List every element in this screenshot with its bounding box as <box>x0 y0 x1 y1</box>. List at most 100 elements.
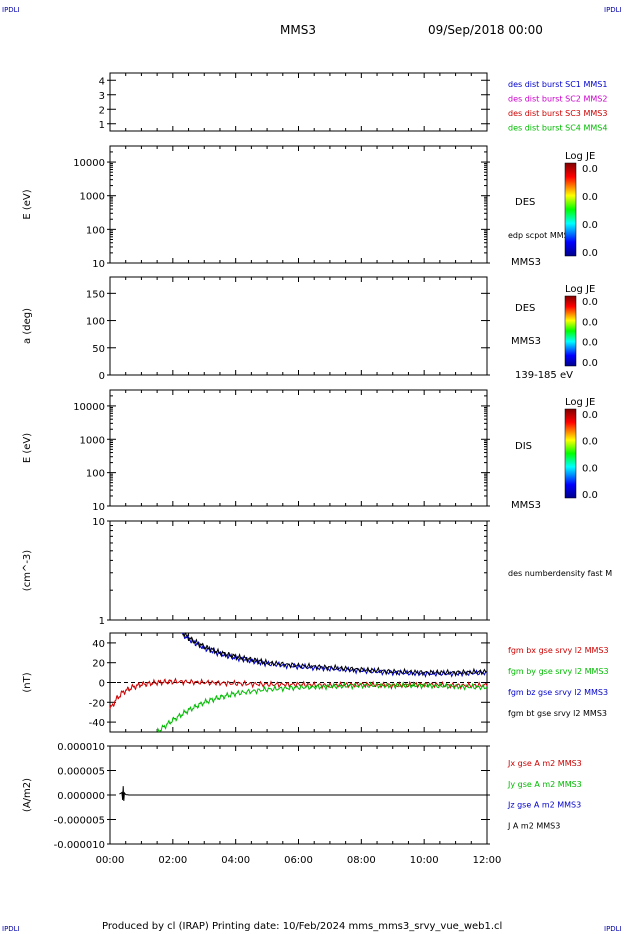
panel1-legend-entry: des dist burst SC1 MMS1 <box>508 80 607 89</box>
panel2-frame <box>109 145 488 264</box>
panel4-side-label: DIS <box>515 441 532 452</box>
panel6-group: -40 -20 0 20 40 (nT) fgm bx gse srvy l2 MMS3 fg… <box>22 632 609 734</box>
panel6-ytick-label: -40 <box>89 718 105 729</box>
panel1-ytick-label: 1 <box>99 120 105 131</box>
panels-group: 1 2 3 4 des dist burst SC1 MMS1 des dist burs… <box>22 72 612 866</box>
panel4-colorbar-tick: 0.0 <box>582 437 598 448</box>
panel2-colorbar-title: Log JE <box>565 151 595 162</box>
date-title: 09/Sep/2018 00:00 <box>428 23 543 37</box>
panel4-group: 10 100 1000 10000 E (eV) DIS MMS3 Log JE 0.0 0.0 0… <box>22 389 598 513</box>
panel1-legend-entry: des dist burst SC2 MMS2 <box>508 95 607 104</box>
panel1-frame <box>109 72 488 132</box>
panel2-side-label: MMS3 <box>511 257 541 268</box>
panel3-colorbar <box>564 295 577 367</box>
panel6-series-line <box>182 632 488 678</box>
panel5-ylabel: (cm^-3) <box>22 550 33 591</box>
panel2-side-label: edp scpot MMS3 <box>508 231 574 240</box>
panel1-ytick-label: 3 <box>99 91 105 102</box>
panel1-ytick-label: 4 <box>99 76 105 87</box>
panel2-ytick-label: 10000 <box>73 158 105 169</box>
panel3-colorbar-tick: 0.0 <box>582 338 598 349</box>
corner-label-top-left: IPDLI <box>2 6 20 14</box>
panel6-ytick-label: 0 <box>99 679 105 690</box>
panel7-legend-entry: Jx gse A m2 MMS3 <box>507 759 582 768</box>
panel4-ytick-label: 10000 <box>73 402 105 413</box>
panel3-side-label: DES <box>515 303 535 314</box>
panel4-colorbar <box>564 408 577 499</box>
panel6-series-line <box>156 681 488 734</box>
panel3-colorbar-tick: 0.0 <box>582 358 598 369</box>
panel3-ylabel: a (deg) <box>22 308 33 344</box>
panel7-series-line <box>119 786 487 801</box>
panel5-group: 1 10 (cm^-3) des numberdensity fast M <box>22 517 612 627</box>
panel2-ytick-label: 1000 <box>80 192 105 203</box>
panel4-colorbar-tick: 0.0 <box>582 490 598 501</box>
panel7-ytick-label: 0.000000 <box>57 791 105 802</box>
panel6-ytick-label: 20 <box>92 659 105 670</box>
panel4-colorbar-title: Log JE <box>565 397 595 408</box>
time-tick-label: 06:00 <box>284 855 313 866</box>
panel7-legend-entry: Jz gse A m2 MMS3 <box>507 801 581 810</box>
panel4-colorbar-tick: 0.0 <box>582 410 598 421</box>
panel2-ytick-label: 100 <box>86 225 105 236</box>
panel3-ytick-label: 100 <box>86 317 105 328</box>
panel1-group: 1 2 3 4 des dist burst SC1 MMS1 des dist burs… <box>99 72 607 133</box>
panel5-side-label: des numberdensity fast M <box>508 569 612 578</box>
panel2-ylabel: E (eV) <box>22 189 33 219</box>
panel6-ytick-label: 40 <box>92 639 105 650</box>
time-tick-label: 04:00 <box>221 855 250 866</box>
panel4-frame <box>109 389 488 507</box>
panel6-legend-entry: fgm by gse srvy l2 MMS3 <box>508 667 609 676</box>
panel6-series-line <box>181 632 488 679</box>
panel4-ytick-label: 10 <box>92 502 105 513</box>
corner-label-top-right: IPDLI <box>604 6 622 14</box>
panel7-ylabel: (A/m2) <box>22 778 33 812</box>
panel7-legend-entry: Jy gse A m2 MMS3 <box>507 780 582 789</box>
panel2-colorbar <box>564 162 577 257</box>
panel7-ytick-label: 0.000005 <box>57 767 105 778</box>
panel5-frame <box>109 520 488 621</box>
panel4-colorbar-tick: 0.0 <box>582 463 598 474</box>
time-tick-label: 12:00 <box>473 855 502 866</box>
panel2-colorbar-tick: 0.0 <box>582 192 598 203</box>
panel1-ytick-label: 2 <box>99 105 105 116</box>
footer-text: Produced by cl (IRAP) Printing date: 10/… <box>102 921 502 932</box>
panel2-group: 10 100 1000 10000 E (eV) DES edp scpot MMS3 MMS… <box>22 145 598 270</box>
panel7-group: -0.000010 -0.000005 0.000000 0.000005 0.0000… <box>22 742 582 866</box>
panel4-ytick-label: 100 <box>86 469 105 480</box>
panel4-ylabel: E (eV) <box>22 433 33 463</box>
panel3-colorbar-title: Log JE <box>565 284 595 295</box>
panel4-side-label: MMS3 <box>511 500 541 511</box>
panel3-side-label: MMS3 <box>511 336 541 347</box>
time-tick-label: 00:00 <box>96 855 125 866</box>
panel2-colorbar-tick: 0.0 <box>582 164 598 175</box>
time-tick-label: 10:00 <box>410 855 439 866</box>
spacecraft-title: MMS3 <box>280 23 316 37</box>
time-tick-label: 08:00 <box>347 855 376 866</box>
panel3-colorbar-tick: 0.0 <box>582 297 598 308</box>
corner-label-bottom-right: IPDLI <box>604 925 622 933</box>
panel4-ytick-label: 1000 <box>80 435 105 446</box>
panel6-ytick-label: -20 <box>89 698 105 709</box>
panel3-colorbar-tick: 0.0 <box>582 317 598 328</box>
panel6-legend-entry: fgm bz gse srvy l2 MMS3 <box>508 688 608 697</box>
panel6-ylabel: (nT) <box>22 672 33 692</box>
panel3-group: 0 50 100 150 a (deg) DES MMS3 139-185 eV Log JE 0… <box>22 276 598 382</box>
panel7-legend-entry: J A m2 MMS3 <box>507 821 560 830</box>
panel3-ytick-label: 0 <box>99 371 105 382</box>
panel3-ytick-label: 150 <box>86 289 105 300</box>
panel3-ytick-label: 50 <box>92 344 105 355</box>
time-tick-label: 02:00 <box>158 855 187 866</box>
panel3-frame <box>109 276 488 376</box>
panel5-ytick-label: 1 <box>99 616 105 627</box>
panel2-ytick-label: 10 <box>92 259 105 270</box>
panel2-side-label: DES <box>515 197 535 208</box>
panel3-side-label: 139-185 eV <box>515 370 573 381</box>
panel2-colorbar-tick: 0.0 <box>582 248 598 259</box>
panel2-colorbar-tick: 0.0 <box>582 220 598 231</box>
panel7-ytick-label: -0.000005 <box>54 816 105 827</box>
panel7-ytick-label: -0.000010 <box>54 840 105 851</box>
panel6-legend-entry: fgm bt gse srvy l2 MMS3 <box>508 709 607 718</box>
panel1-legend-entry: des dist burst SC4 MMS4 <box>508 124 607 133</box>
